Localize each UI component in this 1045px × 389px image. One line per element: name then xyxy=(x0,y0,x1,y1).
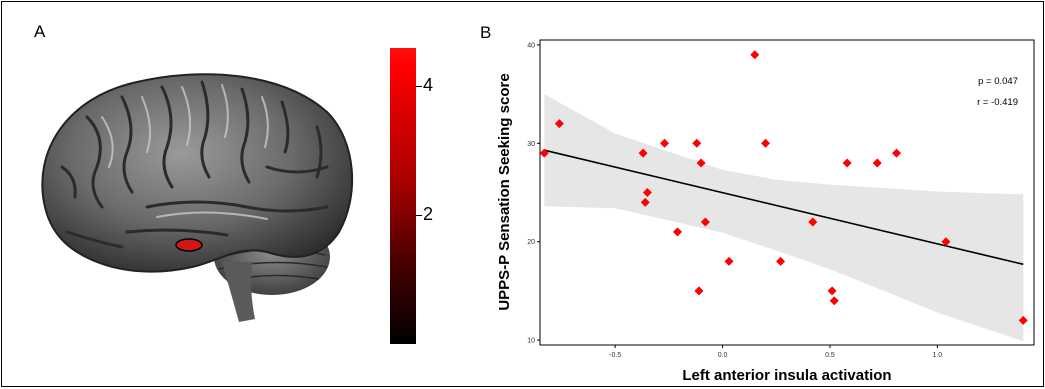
data-point xyxy=(808,217,818,227)
annotation-r-value: r = -0.419 xyxy=(977,97,1018,108)
regression-line xyxy=(544,149,1024,266)
data-point xyxy=(829,296,839,306)
data-point xyxy=(761,138,771,148)
data-point xyxy=(696,158,706,168)
insula-activation-blob xyxy=(175,238,203,252)
data-point xyxy=(892,148,902,158)
annotation-p-value: p = 0.047 xyxy=(978,76,1018,87)
data-point xyxy=(638,148,648,158)
y-tick-label: 10 xyxy=(527,338,535,345)
y-tick-label: 30 xyxy=(527,141,535,148)
colorbar-tick-4 xyxy=(416,86,422,87)
y-tick-label: 20 xyxy=(527,239,535,246)
data-point xyxy=(640,197,650,207)
brain-image xyxy=(41,73,354,322)
colorbar xyxy=(390,48,416,344)
colorbar-label-2: 2 xyxy=(423,204,434,224)
data-point xyxy=(539,148,549,158)
data-point xyxy=(692,138,702,148)
y-axis-label: UPPS-P Sensation Seeking score xyxy=(496,73,513,310)
data-point xyxy=(842,158,852,168)
data-point xyxy=(941,237,951,247)
data-point xyxy=(724,256,734,266)
x-tick-label: 0.5 xyxy=(825,352,835,359)
x-tick-label: 0.0 xyxy=(718,352,728,359)
data-point xyxy=(672,227,682,237)
panel-a-label: A xyxy=(34,22,46,41)
data-point xyxy=(776,256,786,266)
data-point xyxy=(700,217,710,227)
panel-b-label: B xyxy=(480,23,492,42)
data-point xyxy=(750,50,760,60)
colorbar-tick-2 xyxy=(416,215,422,216)
data-point xyxy=(872,158,882,168)
data-point xyxy=(1018,315,1028,325)
colorbar-label-4: 4 xyxy=(423,75,434,95)
confidence-band xyxy=(544,94,1024,342)
x-axis-label: Left anterior insula activation xyxy=(682,367,891,384)
data-point xyxy=(694,286,704,296)
data-point xyxy=(660,138,670,148)
y-tick-label: 40 xyxy=(527,42,535,49)
data-point xyxy=(554,119,564,129)
data-point xyxy=(827,286,837,296)
data-point xyxy=(642,188,652,197)
x-tick-label: -0.5 xyxy=(609,352,621,359)
x-tick-label: 1.0 xyxy=(932,352,942,359)
